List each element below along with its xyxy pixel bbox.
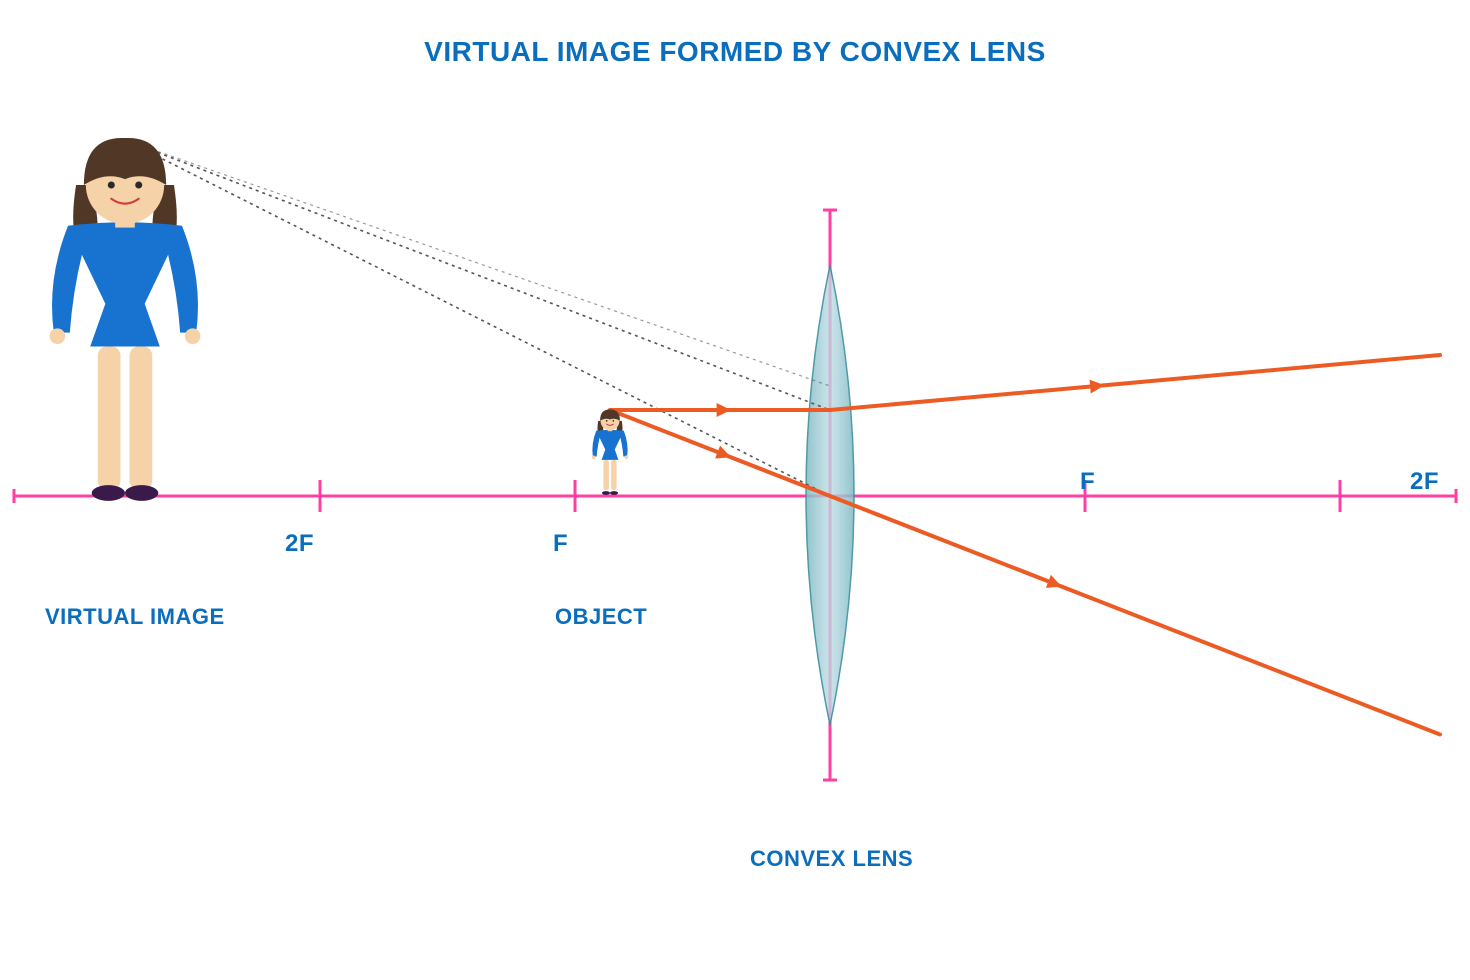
diagram-canvas: VIRTUAL IMAGE FORMED BY CONVEX LENS 2F F… [0,0,1470,980]
axis-label-left-f: F [553,530,568,558]
caption-object: OBJECT [555,604,647,630]
axis-label-left-2f: 2F [285,530,314,558]
optics-stage [0,0,1470,980]
axis-label-right-2f: 2F [1410,468,1439,496]
axis-label-right-f: F [1080,468,1095,496]
caption-convex-lens: CONVEX LENS [750,846,913,872]
caption-virtual-image: VIRTUAL IMAGE [45,604,225,630]
